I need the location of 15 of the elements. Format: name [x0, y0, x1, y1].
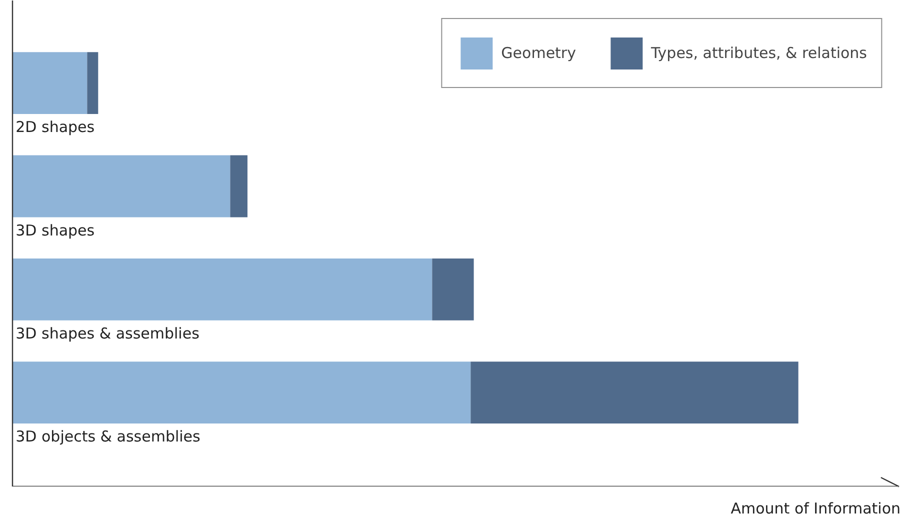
bar	[470, 362, 798, 424]
bar	[87, 52, 98, 114]
y-tick-label: 3D objects & assemblies	[16, 428, 201, 446]
y-tick-label: 2D shapes	[16, 118, 95, 136]
bar	[12, 362, 471, 424]
x-axis-title: Amount of Information	[730, 500, 901, 518]
y-tick-label: 3D shapes & assemblies	[16, 324, 200, 342]
bar	[230, 155, 248, 218]
bar	[12, 258, 432, 320]
legend-label: Types, attributes, & relations	[650, 44, 867, 62]
legend-label: Geometry	[501, 44, 576, 62]
bar	[432, 258, 474, 320]
bar	[12, 155, 230, 218]
y-tick-label: 3D shapes	[16, 221, 95, 240]
bar	[12, 52, 88, 114]
